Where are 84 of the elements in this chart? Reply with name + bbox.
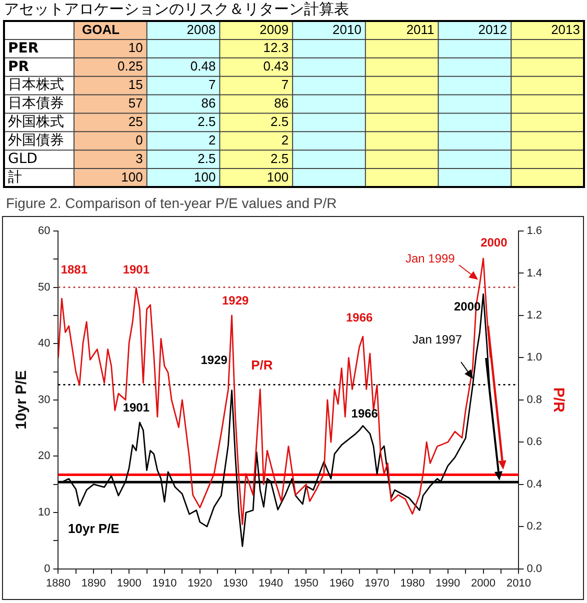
x-tick-label: 1880	[46, 577, 70, 590]
annotation: 1901	[122, 400, 150, 415]
annotation: 2000	[480, 236, 508, 250]
y-tick-label: PER	[8, 40, 39, 56]
y2-tick-label: 1.4	[526, 267, 542, 280]
y-tick-label: 40	[38, 338, 50, 350]
y-tick-label: 0	[44, 562, 50, 575]
x-tick-label: 1920	[188, 577, 212, 590]
x-tick-label: 1900	[116, 577, 142, 590]
series-label: P/R	[251, 358, 274, 373]
x-tick-label: 2011	[406, 22, 434, 37]
x-tick-label: 1950	[294, 577, 318, 590]
data-label: 100	[266, 169, 289, 184]
y2-tick-label: 1.0	[526, 352, 542, 364]
annotation: 1929	[222, 294, 250, 308]
y2-tick-label: 0.8	[526, 394, 542, 406]
x-tick-label: 1910	[152, 577, 177, 590]
x-tick-label: 2010	[332, 22, 362, 37]
annotation: Jan 1997	[412, 332, 462, 347]
annotation: 1966	[346, 310, 373, 325]
x-tick-label: 1990	[436, 577, 460, 590]
chart-title: アセットアロケーションのリスク＆リターン計算表	[4, 0, 349, 18]
y2-tick-label: 0.2	[526, 520, 542, 533]
y-tick-label: 日本債券	[8, 96, 64, 112]
y-tick-label: 10	[38, 506, 50, 519]
data-label: 10	[128, 40, 143, 56]
y-tick-label: GLD	[8, 150, 38, 167]
annotation: Jan 1999	[405, 251, 456, 266]
y-tick-label: 60	[38, 225, 50, 238]
y-tick-label: PR	[8, 58, 30, 75]
y-tick-label: 外国株式	[8, 114, 64, 130]
x-tick-label: 1940	[258, 577, 284, 590]
data-label: 0.48	[190, 58, 216, 74]
data-label: 2.5	[198, 150, 216, 166]
data-label: 2	[208, 132, 216, 148]
y2-tick-label: 0.0	[526, 562, 542, 575]
series-label: 10yr P/E	[68, 520, 120, 536]
data-label: 12.3	[263, 40, 289, 56]
data-label: 2.5	[198, 114, 216, 130]
x-tick-label: 2000	[471, 577, 496, 590]
x-tick-label: 2009	[260, 22, 289, 37]
x-tick-label: 2008	[186, 22, 216, 37]
y2-axis-title: P/R	[550, 387, 567, 413]
annotation: 1881	[60, 262, 88, 277]
data-label: 0.25	[118, 58, 143, 74]
y2-tick-label: 1.6	[526, 225, 542, 238]
annotation: 1966	[351, 406, 378, 420]
data-label: 0	[136, 132, 143, 148]
data-label: 7	[281, 77, 289, 92]
x-tick-label: 1930	[223, 577, 248, 590]
data-label: 100	[121, 169, 143, 184]
x-tick-label: GOAL	[82, 22, 120, 37]
data-label: 25	[128, 114, 143, 130]
x-tick-label: 1960	[329, 577, 354, 590]
y-tick-label: 外国債券	[8, 132, 64, 149]
x-tick-label: 2012	[478, 22, 508, 37]
annotation: 1929	[200, 352, 228, 367]
data-label: 100	[194, 169, 216, 184]
y2-tick-label: 1.2	[526, 309, 542, 322]
data-label: 2.5	[270, 150, 289, 166]
data-label: 2	[281, 132, 289, 148]
x-tick-label: 1970	[364, 577, 390, 590]
x-tick-label: 2010	[506, 577, 531, 590]
y-tick-label: 計	[8, 169, 22, 186]
data-label: 86	[274, 96, 289, 111]
data-label: 0.43	[263, 58, 289, 74]
data-label: 57	[128, 96, 143, 111]
y-tick-label: 日本株式	[8, 77, 64, 94]
chart-title: Figure 2. Comparison of ten-year P/E values and P/R	[5, 194, 338, 213]
y2-tick-label: 0.4	[526, 478, 542, 490]
y-tick-label: 20	[38, 450, 50, 462]
x-tick-label: 2013	[551, 22, 580, 37]
y-tick-label: 30	[38, 394, 50, 406]
data-label: 86	[201, 96, 216, 111]
y-axis-title: 10yr P/E	[13, 370, 30, 430]
y-tick-label: 50	[38, 281, 50, 294]
data-label: 7	[208, 77, 216, 92]
data-label: 2.5	[270, 114, 289, 130]
data-label: 15	[128, 77, 143, 92]
data-label: 3	[136, 150, 143, 166]
annotation: 1901	[122, 262, 150, 277]
x-tick-label: 1890	[81, 577, 106, 590]
y2-tick-label: 0.6	[526, 436, 542, 448]
x-tick-label: 1980	[400, 577, 425, 590]
